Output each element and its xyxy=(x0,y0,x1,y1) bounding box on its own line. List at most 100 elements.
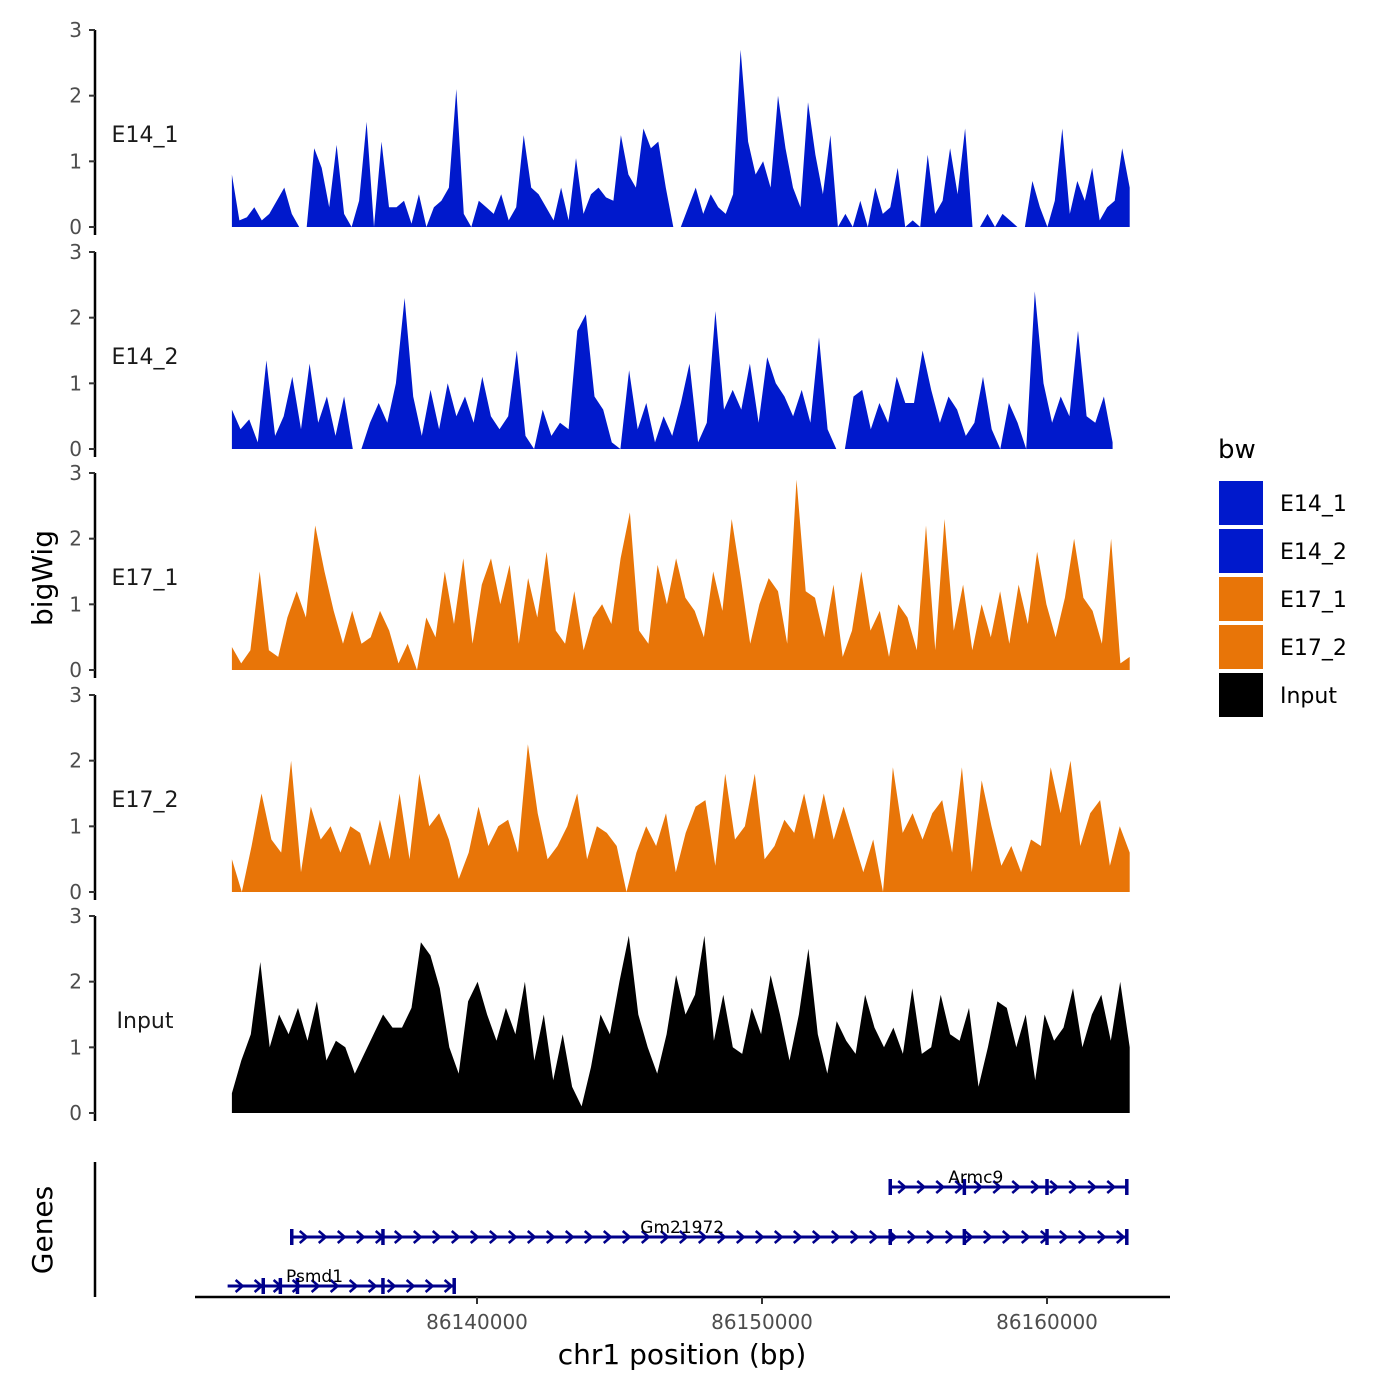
track-e14-1: 0 1 2 3 E14_1 xyxy=(69,18,1130,239)
legend-swatch xyxy=(1217,623,1265,671)
strand-arrow xyxy=(792,1230,803,1244)
coverage-area-input xyxy=(231,935,1130,1113)
y-tick-label: 2 xyxy=(69,749,82,773)
strand-arrow xyxy=(564,1230,575,1244)
y-tick-label: 0 xyxy=(69,880,82,904)
strand-arrow xyxy=(602,1230,613,1244)
track-e17-1: 0 1 2 3 E17_1 xyxy=(69,461,1130,682)
strand-arrow xyxy=(973,1180,984,1194)
genes-track: Genes Armc9 Gm21972 Psmd1 xyxy=(26,1162,1129,1297)
y-tick-label: 3 xyxy=(69,683,82,707)
strand-arrow xyxy=(1049,1180,1060,1194)
strand-arrow xyxy=(1020,1230,1031,1244)
strand-arrow xyxy=(1115,1230,1126,1244)
strand-arrow xyxy=(317,1230,328,1244)
legend-label: E14_2 xyxy=(1280,540,1347,565)
gene-armc9: Armc9 xyxy=(888,1168,1129,1195)
track-input: 0 1 2 3 Input xyxy=(69,904,1130,1125)
strand-arrow xyxy=(329,1279,340,1293)
strand-arrow xyxy=(405,1279,416,1293)
y-tick-label: 3 xyxy=(69,904,82,928)
strand-arrow xyxy=(424,1279,435,1293)
strand-arrow xyxy=(621,1230,632,1244)
coverage-area-e14-1 xyxy=(231,49,1130,228)
strand-arrow xyxy=(583,1230,594,1244)
x-tick-label: 86140000 xyxy=(426,1310,528,1334)
legend-swatch xyxy=(1217,575,1265,623)
strand-arrow xyxy=(1030,1180,1041,1194)
y-tick-label: 0 xyxy=(69,658,82,682)
strand-arrow xyxy=(488,1230,499,1244)
strand-arrow xyxy=(897,1180,908,1194)
coverage-area-e14-2 xyxy=(231,291,1113,449)
coverage-tracks: 0 1 2 3 E14_1 0 1 2 3 E14_2 0 1 2 3 E17_1 0 1 2 3 E17_2 0 1 2 3… xyxy=(69,18,1130,1125)
strand-arrow xyxy=(697,1230,708,1244)
strand-arrow xyxy=(412,1230,423,1244)
x-tick-label: 86160000 xyxy=(996,1310,1098,1334)
strand-arrow xyxy=(450,1230,461,1244)
y-axis-title: bigWig xyxy=(26,530,59,626)
strand-arrow xyxy=(298,1230,309,1244)
track-e14-2: 0 1 2 3 E14_2 xyxy=(69,240,1113,461)
track-label: E17_1 xyxy=(112,566,179,591)
track-label: E14_1 xyxy=(112,123,179,148)
strand-arrow xyxy=(659,1230,670,1244)
x-tick-label: 86150000 xyxy=(711,1310,813,1334)
y-tick-label: 3 xyxy=(69,461,82,485)
strand-arrow xyxy=(944,1230,955,1244)
legend-item-e17-1: E17_1 xyxy=(1217,575,1347,623)
y-tick-label: 2 xyxy=(69,527,82,551)
strand-arrow xyxy=(507,1230,518,1244)
strand-arrow xyxy=(716,1230,727,1244)
strand-arrow xyxy=(992,1180,1003,1194)
gene-name-label: Psmd1 xyxy=(286,1267,343,1287)
genes-track-title: Genes xyxy=(26,1186,59,1274)
strand-arrow xyxy=(925,1230,936,1244)
strand-arrow xyxy=(545,1230,556,1244)
y-tick-label: 2 xyxy=(69,306,82,330)
coverage-area-e17-2 xyxy=(231,744,1130,892)
y-tick-label: 1 xyxy=(69,592,82,616)
strand-arrow xyxy=(754,1230,765,1244)
strand-arrow xyxy=(1106,1180,1117,1194)
track-label: E17_2 xyxy=(112,788,179,813)
y-tick-label: 1 xyxy=(69,149,82,173)
coverage-area-e17-1 xyxy=(231,479,1130,670)
strand-arrow xyxy=(963,1230,974,1244)
x-axis-title: chr1 position (bp) xyxy=(558,1338,807,1371)
legend-swatch xyxy=(1217,671,1265,719)
legend-label: E14_1 xyxy=(1280,492,1347,517)
strand-arrow xyxy=(906,1230,917,1244)
y-tick-label: 3 xyxy=(69,18,82,42)
strand-arrow xyxy=(291,1279,302,1293)
strand-arrow xyxy=(868,1230,879,1244)
y-tick-label: 0 xyxy=(69,437,82,461)
track-label: Input xyxy=(117,1009,174,1034)
strand-arrow xyxy=(982,1230,993,1244)
legend-item-e14-2: E14_2 xyxy=(1217,527,1347,575)
legend-item-e17-2: E17_2 xyxy=(1217,623,1347,671)
strand-arrow xyxy=(1077,1230,1088,1244)
track-label: E14_2 xyxy=(112,345,179,370)
strand-arrow xyxy=(849,1230,860,1244)
legend-swatch xyxy=(1217,527,1265,575)
legend-label: E17_2 xyxy=(1280,636,1347,661)
strand-arrow xyxy=(678,1230,689,1244)
legend: bw E14_1 E14_2 E17_1 E17_2 Input xyxy=(1217,435,1347,719)
strand-arrow xyxy=(431,1230,442,1244)
strand-arrow xyxy=(367,1279,378,1293)
strand-arrow xyxy=(735,1230,746,1244)
strand-arrow xyxy=(954,1180,965,1194)
legend-swatch xyxy=(1217,479,1265,527)
legend-title: bw xyxy=(1218,435,1256,465)
strand-arrow xyxy=(348,1279,359,1293)
strand-arrow xyxy=(935,1180,946,1194)
strand-arrow xyxy=(916,1180,927,1194)
strand-arrow xyxy=(1068,1180,1079,1194)
strand-arrow xyxy=(1058,1230,1069,1244)
strand-arrow xyxy=(443,1279,454,1293)
y-tick-label: 1 xyxy=(69,371,82,395)
strand-arrow xyxy=(526,1230,537,1244)
strand-arrow xyxy=(1096,1230,1107,1244)
